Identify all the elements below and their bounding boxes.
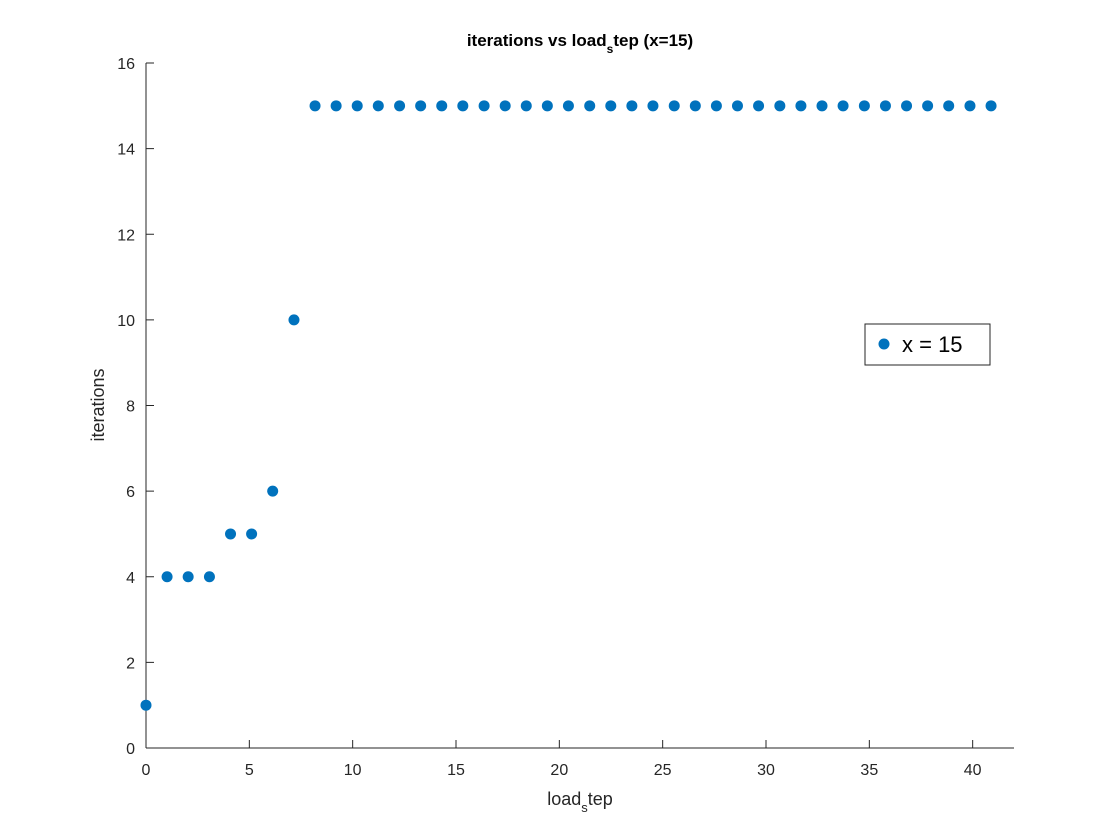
data-point	[203, 571, 215, 583]
data-point	[710, 100, 722, 112]
data-point	[668, 100, 680, 112]
data-point	[647, 100, 659, 112]
data-points	[140, 100, 997, 711]
x-axis-label: loadstep	[547, 789, 613, 815]
data-point	[394, 100, 406, 112]
data-point	[689, 100, 701, 112]
y-tick-label: 6	[126, 484, 135, 501]
data-point	[562, 100, 574, 112]
data-point	[478, 100, 490, 112]
data-point	[795, 100, 807, 112]
data-point	[351, 100, 363, 112]
data-point	[837, 100, 849, 112]
y-tick-label: 16	[117, 56, 135, 73]
data-point	[901, 100, 913, 112]
data-point	[731, 100, 743, 112]
data-point	[330, 100, 342, 112]
y-tick-label: 12	[117, 227, 135, 244]
x-tick-label: 0	[142, 762, 151, 779]
y-tick-label: 10	[117, 313, 135, 330]
x-tick-label: 35	[860, 762, 878, 779]
x-tick-label: 30	[757, 762, 775, 779]
data-point	[943, 100, 955, 112]
data-point	[753, 100, 765, 112]
data-point	[140, 699, 152, 711]
x-tick-label: 25	[654, 762, 672, 779]
x-axis-ticks: 0 5 10 15 20 25 30 35 40	[142, 740, 982, 779]
data-point	[816, 100, 828, 112]
data-point	[288, 314, 300, 326]
x-tick-label: 15	[447, 762, 465, 779]
data-point	[267, 485, 279, 497]
x-tick-label: 5	[245, 762, 254, 779]
data-point	[605, 100, 617, 112]
y-tick-label: 4	[126, 570, 135, 587]
data-point	[161, 571, 173, 583]
data-point	[879, 100, 891, 112]
data-point	[626, 100, 638, 112]
x-tick-label: 20	[550, 762, 568, 779]
x-tick-label: 40	[964, 762, 982, 779]
chart-title: iterations vs loadstep (x=15)	[467, 31, 693, 56]
data-point	[457, 100, 469, 112]
y-tick-label: 8	[126, 399, 135, 416]
data-point	[985, 100, 997, 112]
data-point	[309, 100, 321, 112]
legend-label: x = 15	[902, 332, 963, 357]
data-point	[774, 100, 786, 112]
x-tick-label: 10	[344, 762, 362, 779]
data-point	[415, 100, 427, 112]
data-point	[246, 528, 258, 540]
y-axis-label: iterations	[88, 368, 108, 441]
data-point	[225, 528, 237, 540]
data-point	[372, 100, 384, 112]
legend: x = 15	[864, 323, 991, 366]
y-tick-label: 2	[126, 655, 135, 672]
data-point	[520, 100, 532, 112]
y-tick-label: 0	[126, 741, 135, 758]
data-point	[541, 100, 553, 112]
data-point	[584, 100, 596, 112]
y-axis-ticks: 0 2 4 6 8 10 12 14 16	[117, 56, 154, 758]
data-point	[964, 100, 976, 112]
data-point	[499, 100, 511, 112]
data-point	[922, 100, 934, 112]
y-tick-label: 14	[117, 142, 135, 159]
data-point	[436, 100, 448, 112]
data-point	[858, 100, 870, 112]
data-point	[182, 571, 194, 583]
legend-marker	[878, 338, 890, 350]
